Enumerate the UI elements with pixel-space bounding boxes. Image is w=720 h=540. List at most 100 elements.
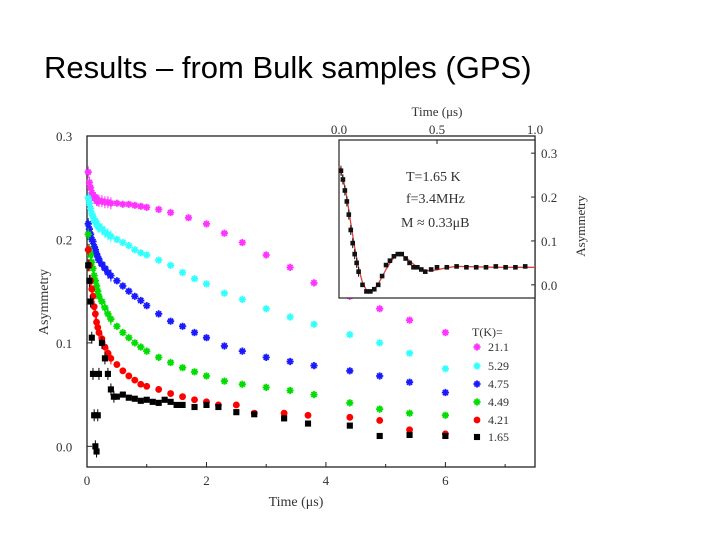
main-y-axis-label: Asymmetry: [37, 269, 52, 335]
main-chart-frame: [86, 135, 536, 468]
inset-chart: 0.0 0.5 1.0 0.0 0.1 0.2 0.3 Time (μs) Asymmet…: [331, 104, 588, 299]
inset-data-point: [454, 264, 459, 269]
data-point: [137, 343, 145, 351]
data-point: [179, 322, 187, 330]
data-point: [104, 268, 112, 277]
data-point: [155, 256, 163, 264]
inset-y-ticks: 0.0 0.1 0.2 0.3: [531, 146, 557, 293]
data-point: [131, 395, 138, 402]
data-point: [91, 412, 98, 419]
data-point: [90, 272, 98, 280]
data-point: [346, 331, 354, 339]
inset-data-point: [415, 264, 420, 270]
inset-data-point: [522, 264, 528, 269]
data-point: [98, 197, 106, 205]
legend-title: T(K)=: [472, 325, 503, 339]
inset-data-point: [364, 289, 369, 294]
data-point: [143, 396, 150, 403]
data-point: [441, 411, 449, 419]
data-point: [167, 317, 175, 325]
data-point: [107, 272, 115, 280]
data-point: [173, 401, 180, 408]
data-point: [137, 202, 145, 210]
data-point: [93, 318, 100, 326]
data-point: [191, 403, 198, 411]
legend-marker: [473, 380, 481, 388]
main-y-tick-label: 0.3: [56, 129, 72, 144]
inset-data-point: [399, 251, 405, 257]
data-point: [93, 448, 100, 455]
data-point: [442, 432, 449, 440]
inset-data-point: [403, 256, 408, 261]
data-point: [202, 280, 211, 288]
inset-x-tick-label: 0.5: [429, 122, 445, 137]
legend-marker: [473, 343, 481, 351]
data-point: [101, 304, 109, 312]
data-point: [376, 405, 384, 413]
data-point: [238, 347, 246, 355]
data-point: [137, 296, 145, 305]
data-point: [119, 238, 127, 247]
main-series: [84, 166, 449, 458]
data-point: [220, 377, 228, 385]
inset-data-point: [391, 254, 397, 259]
data-point: [98, 297, 106, 306]
data-point: [220, 342, 228, 350]
data-point: [131, 292, 139, 300]
data-point: [84, 220, 92, 228]
inset-data-point: [434, 264, 440, 270]
data-point: [85, 199, 93, 207]
inset-data-point: [356, 269, 361, 274]
data-point: [179, 364, 187, 372]
series-1-65k: [85, 259, 449, 458]
data-point: [98, 260, 106, 268]
inset-data-point: [387, 258, 393, 263]
data-point: [88, 210, 96, 218]
data-point: [94, 287, 102, 295]
data-point: [238, 380, 246, 388]
data-point: [304, 420, 312, 427]
main-x-axis-label: Time (μs): [269, 495, 324, 510]
data-point: [179, 401, 186, 408]
data-point: [113, 361, 121, 369]
data-point: [98, 225, 106, 233]
inset-annotation-frequency: f=3.4MHz: [406, 192, 465, 207]
inset-data-point: [483, 264, 489, 270]
data-point: [346, 422, 353, 429]
data-point: [143, 382, 151, 390]
data-point: [95, 370, 103, 377]
data-point: [161, 396, 168, 403]
data-point: [119, 391, 126, 398]
inset-x-ticks: 0.0 0.5 1.0: [331, 122, 543, 144]
data-point: [155, 353, 163, 361]
inset-data-point: [342, 188, 348, 193]
data-point: [90, 243, 98, 251]
main-x-tick-label: 0: [84, 473, 91, 488]
data-point: [89, 237, 97, 246]
data-point: [167, 358, 175, 367]
data-point: [406, 426, 413, 434]
inset-data-point: [464, 264, 469, 270]
inset-y-tick-label: 0.2: [541, 190, 557, 205]
data-point: [202, 334, 211, 342]
data-point: [190, 275, 199, 283]
data-point: [280, 409, 288, 417]
data-point: [137, 249, 145, 257]
data-point: [107, 315, 115, 323]
data-point: [84, 230, 92, 238]
inset-data-point: [348, 227, 354, 233]
data-point: [98, 339, 105, 346]
inset-data-point: [340, 177, 346, 182]
data-point: [286, 263, 294, 271]
inset-y-tick-label: 0.1: [541, 234, 557, 249]
legend-label: 4.49: [488, 395, 509, 409]
inset-data-point: [338, 168, 344, 174]
data-point: [203, 401, 210, 408]
data-point: [286, 386, 294, 395]
data-point: [202, 372, 211, 380]
data-point: [89, 191, 97, 199]
inset-data-point: [360, 282, 365, 288]
inset-data-point: [368, 289, 373, 294]
data-point: [179, 268, 187, 277]
series-21-1k: [84, 166, 449, 337]
